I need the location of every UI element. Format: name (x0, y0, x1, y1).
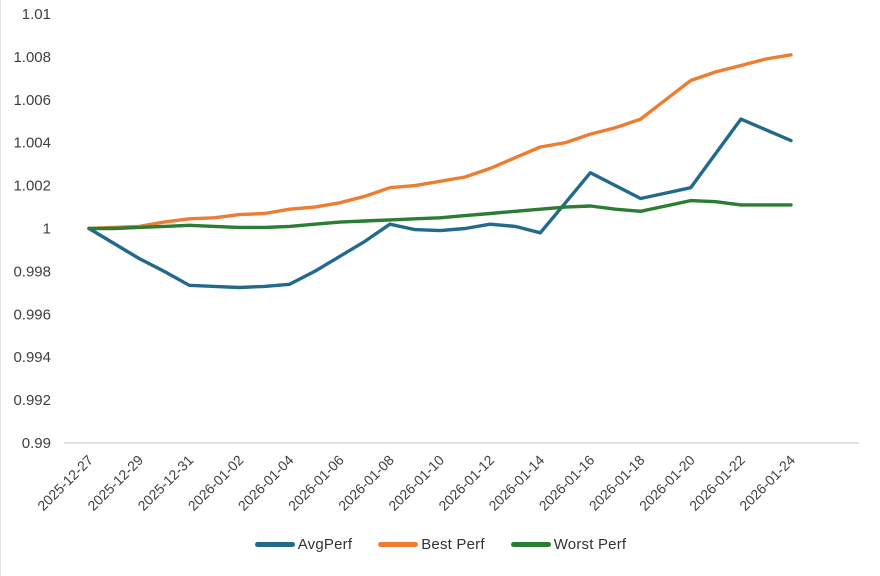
legend: AvgPerf Best Perf Worst Perf (1, 536, 880, 553)
legend-item-avgperf: AvgPerf (254, 536, 353, 553)
y-axis-tick-label: 1.004 (13, 135, 51, 152)
y-axis-tick-label: 1 (43, 221, 51, 238)
y-axis-tick-label: 0.99 (22, 435, 51, 452)
legend-swatch-avgperf (254, 542, 295, 547)
y-axis-tick-label: 1.002 (13, 178, 51, 195)
y-axis-tick-label: 0.992 (13, 392, 51, 409)
series-line-worst-perf (87, 198, 793, 231)
y-axis-tick-label: 1.006 (13, 92, 51, 109)
y-axis-tick-label: 0.996 (13, 306, 51, 323)
legend-swatch-best-perf (378, 542, 419, 547)
legend-item-best-perf: Best Perf (378, 536, 485, 553)
series-line-avgperf (87, 117, 793, 290)
legend-swatch-worst-perf (510, 542, 551, 547)
legend-label-best-perf: Best Perf (421, 536, 485, 553)
chart-canvas: 1.01 1.008 1.006 1.004 1.002 1 0.998 0.996 0.994… (13, 6, 859, 514)
legend-label-worst-perf: Worst Perf (553, 536, 627, 553)
y-axis-tick-label: 0.998 (13, 263, 51, 280)
series-line-best-perf (87, 53, 793, 231)
y-axis-tick-label: 1.008 (13, 49, 51, 66)
y-axis-tick-label: 1.01 (22, 6, 51, 23)
legend-label-avgperf: AvgPerf (297, 536, 353, 553)
y-axis-tick-label: 0.994 (13, 349, 51, 366)
legend-item-worst-perf: Worst Perf (510, 536, 627, 553)
